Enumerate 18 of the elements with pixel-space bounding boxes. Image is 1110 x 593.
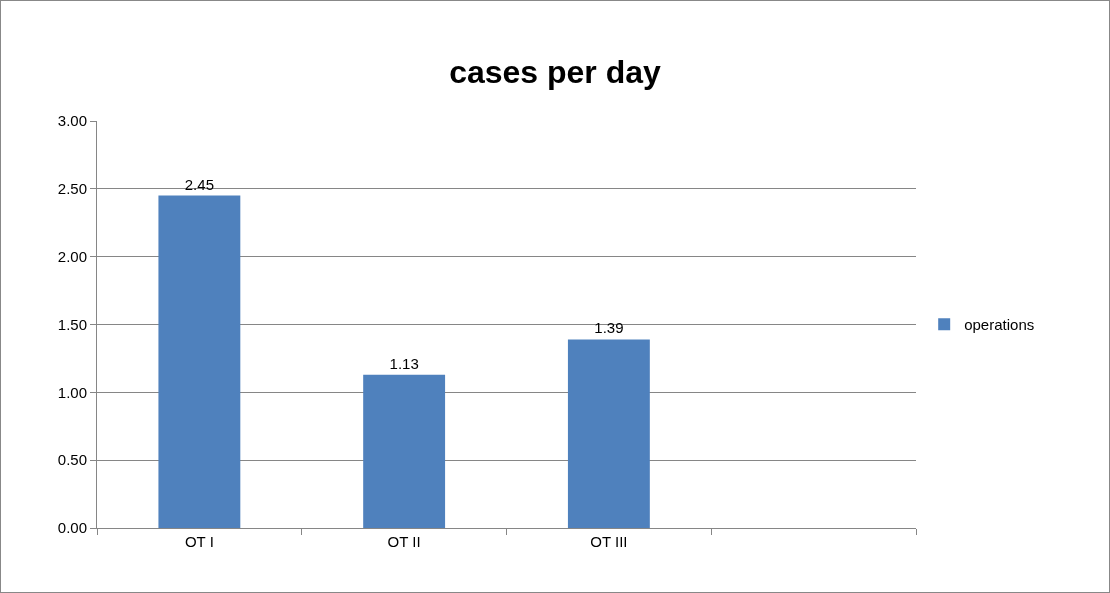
chart-title: cases per day	[449, 53, 662, 90]
bar	[363, 374, 446, 528]
bar	[567, 339, 650, 528]
y-tick-label: 3.00	[57, 112, 87, 130]
data-label: 2.45	[184, 175, 214, 193]
y-tick-label: 2.00	[57, 247, 87, 265]
x-tick-label: OT III	[590, 533, 628, 550]
legend-label: operations	[964, 316, 1035, 334]
y-tick-label: 0.00	[57, 519, 87, 537]
data-label: 1.39	[594, 319, 624, 337]
data-label: 1.13	[389, 354, 419, 372]
y-tick-label: 1.50	[57, 315, 87, 333]
y-tick-label: 1.00	[57, 383, 87, 401]
x-tick-label: OT II	[387, 533, 421, 550]
y-tick-label: 0.50	[57, 451, 87, 469]
y-tick-label: 2.50	[57, 180, 87, 198]
x-tick-label: OT I	[184, 533, 214, 550]
bar	[158, 195, 241, 528]
